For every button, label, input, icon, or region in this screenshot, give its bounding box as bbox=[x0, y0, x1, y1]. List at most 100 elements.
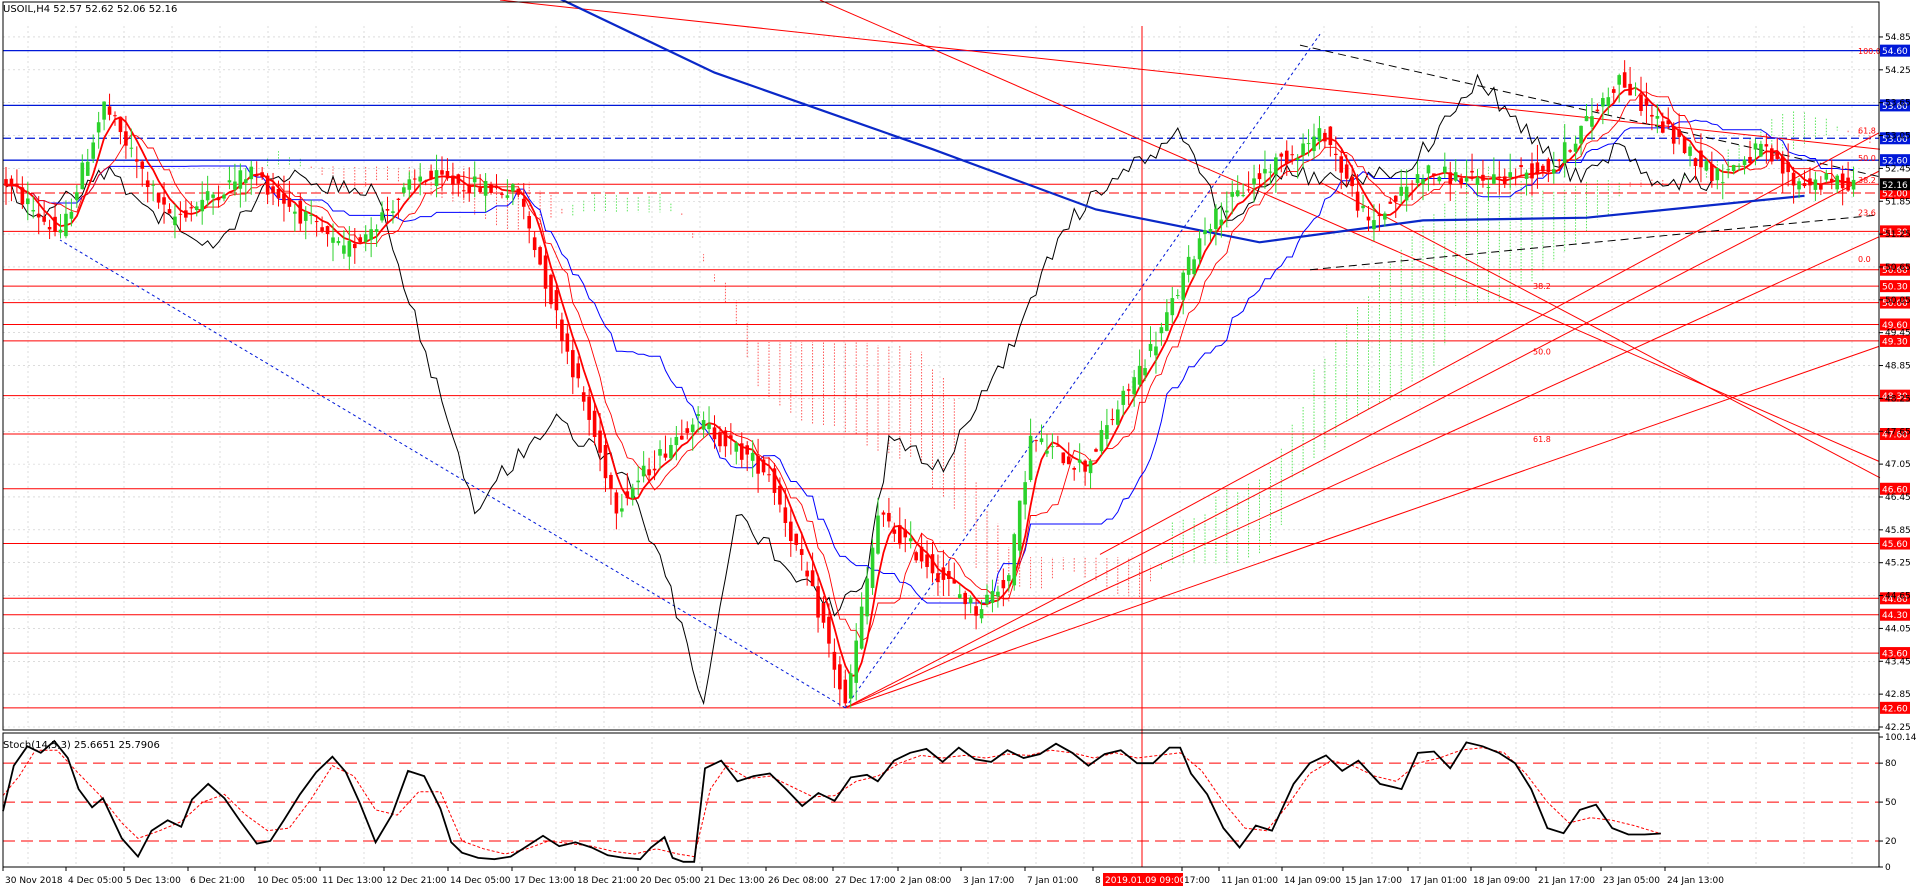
candle bbox=[1661, 121, 1665, 133]
candle bbox=[1552, 169, 1556, 174]
candle bbox=[723, 430, 728, 447]
candle bbox=[527, 215, 531, 229]
level-badge: 52.00 bbox=[1882, 190, 1908, 200]
candle bbox=[15, 183, 19, 187]
candle bbox=[1301, 143, 1305, 156]
candle bbox=[1066, 456, 1071, 465]
candle bbox=[64, 213, 68, 237]
candle bbox=[734, 442, 739, 452]
candle bbox=[391, 211, 395, 213]
candle bbox=[1737, 165, 1741, 167]
time-tick-label: 4 Dec 05:00 bbox=[68, 876, 123, 886]
candle bbox=[1726, 169, 1730, 171]
candle bbox=[1492, 174, 1496, 184]
candle bbox=[1279, 153, 1284, 157]
candle bbox=[750, 452, 755, 461]
candle bbox=[1464, 177, 1469, 182]
price-tick-label: 52.45 bbox=[1885, 164, 1911, 174]
candle bbox=[1350, 176, 1354, 187]
price-tick-label: 50.65 bbox=[1885, 263, 1911, 273]
price-tick-label: 53.65 bbox=[1885, 99, 1911, 109]
candle bbox=[1045, 450, 1049, 454]
level-badge: 51.30 bbox=[1882, 228, 1908, 238]
level-badge-bg bbox=[1880, 647, 1910, 660]
time-tick-label: 6 Dec 21:00 bbox=[190, 876, 245, 886]
candle bbox=[91, 142, 95, 159]
candle bbox=[1415, 174, 1420, 183]
candle bbox=[1105, 425, 1109, 439]
candle bbox=[369, 229, 373, 240]
candle bbox=[1383, 213, 1387, 220]
candle bbox=[418, 176, 422, 182]
candle bbox=[783, 507, 788, 523]
candle bbox=[521, 198, 526, 207]
time-tick-label: 21 Dec 13:00 bbox=[704, 876, 765, 886]
level-badge: 42.60 bbox=[1882, 704, 1908, 714]
time-tick-label: 8 bbox=[1095, 876, 1101, 886]
candle bbox=[1710, 164, 1714, 181]
candle bbox=[396, 198, 401, 200]
candle bbox=[630, 487, 635, 498]
level-badge: 49.60 bbox=[1882, 321, 1908, 331]
candle bbox=[260, 172, 264, 178]
time-axis: 30 Nov 2018 4 Dec 05:00 5 Dec 13:00 6 Dec 2… bbox=[2, 867, 1724, 886]
price-tick-label: 42.25 bbox=[1885, 723, 1911, 733]
time-tick-label: 7 Jan 01:00 bbox=[1027, 876, 1079, 886]
candle bbox=[1530, 163, 1534, 179]
price-tick-label: 45.25 bbox=[1885, 559, 1911, 569]
candle bbox=[887, 512, 891, 522]
candle bbox=[1829, 178, 1834, 183]
candle bbox=[1617, 75, 1621, 85]
candle bbox=[1388, 201, 1393, 204]
kijun-line bbox=[6, 119, 1854, 604]
candle bbox=[140, 161, 145, 169]
candle bbox=[1208, 229, 1213, 232]
candle bbox=[876, 515, 880, 554]
time-tick-label: 5 Dec 13:00 bbox=[126, 876, 181, 886]
candle bbox=[1257, 173, 1262, 180]
candle bbox=[194, 206, 199, 211]
candle bbox=[1541, 165, 1545, 172]
level-badge: 46.60 bbox=[1882, 485, 1908, 495]
candle bbox=[821, 603, 826, 623]
candle bbox=[658, 449, 662, 456]
candle bbox=[1764, 144, 1769, 147]
candle bbox=[1791, 172, 1796, 186]
fib-label: 50.0 bbox=[1858, 154, 1876, 163]
level-badge: 54.60 bbox=[1882, 47, 1908, 57]
candle bbox=[385, 209, 390, 211]
candle bbox=[1274, 157, 1278, 175]
candle bbox=[58, 229, 63, 233]
candle bbox=[184, 210, 188, 218]
time-tick-label: 15 Jan 17:00 bbox=[1345, 876, 1402, 886]
price-tick-label: 48.25 bbox=[1885, 394, 1911, 404]
price-tick-label: 48.85 bbox=[1885, 362, 1911, 372]
candle bbox=[1459, 178, 1463, 185]
candle bbox=[31, 210, 36, 212]
candle bbox=[342, 245, 346, 254]
fib-label: 38.2 bbox=[1533, 282, 1551, 291]
candle bbox=[1023, 482, 1027, 505]
candle bbox=[1808, 178, 1812, 186]
candle bbox=[990, 591, 995, 604]
price-tick-label: 44.05 bbox=[1885, 624, 1911, 634]
candle bbox=[1470, 170, 1474, 173]
trendlines: 100.0 61.8 50.0 38.2 23.6 0.0 38.2 50.0 61.8 bbox=[3, 0, 1881, 867]
candle bbox=[1110, 419, 1115, 421]
candle bbox=[314, 221, 319, 223]
candle bbox=[576, 363, 581, 379]
candle bbox=[489, 184, 493, 194]
price-tick-label: 51.25 bbox=[1885, 230, 1911, 240]
candle bbox=[156, 193, 161, 203]
candle bbox=[979, 609, 984, 619]
candle bbox=[53, 216, 57, 232]
fib-label: 100.0 bbox=[1858, 47, 1881, 56]
level-badge: 50.60 bbox=[1882, 266, 1908, 276]
candle bbox=[1061, 452, 1066, 464]
candle bbox=[298, 200, 303, 224]
level-badge-bg bbox=[1880, 537, 1910, 550]
candle bbox=[1323, 132, 1327, 142]
candle bbox=[761, 459, 766, 473]
candle bbox=[4, 179, 8, 186]
